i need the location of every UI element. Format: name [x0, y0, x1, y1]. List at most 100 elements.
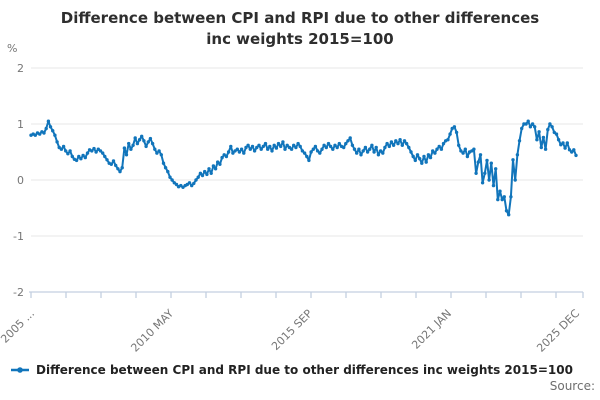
series-point[interactable] — [315, 149, 320, 153]
series-point[interactable] — [352, 147, 357, 151]
series-point[interactable] — [211, 164, 216, 168]
series-point[interactable] — [235, 147, 239, 151]
series-point[interactable] — [565, 141, 569, 145]
series-point[interactable] — [446, 138, 450, 142]
series-point[interactable] — [496, 197, 500, 202]
series-point[interactable] — [289, 147, 294, 151]
series-point[interactable] — [333, 143, 337, 147]
series-point[interactable] — [485, 158, 489, 163]
series-point[interactable] — [216, 160, 220, 164]
series-point[interactable] — [400, 143, 404, 147]
series-point[interactable] — [109, 162, 114, 166]
series-point[interactable] — [404, 141, 409, 146]
series-point[interactable] — [374, 145, 378, 150]
series-point[interactable] — [192, 181, 196, 186]
series-point[interactable] — [570, 150, 574, 154]
series-point[interactable] — [296, 141, 300, 146]
series-point[interactable] — [528, 125, 533, 129]
series-point[interactable] — [140, 134, 144, 138]
series-point[interactable] — [461, 151, 465, 155]
series-point[interactable] — [92, 146, 96, 151]
series-point[interactable] — [63, 149, 68, 153]
series-point[interactable] — [487, 178, 491, 182]
series-point[interactable] — [439, 147, 444, 151]
series-point[interactable] — [263, 141, 268, 146]
series-point[interactable] — [498, 189, 502, 193]
series-point[interactable] — [77, 154, 81, 159]
series-point[interactable] — [168, 175, 172, 179]
series-point[interactable] — [324, 145, 328, 150]
series-point[interactable] — [118, 169, 122, 174]
series-point[interactable] — [268, 144, 272, 149]
series-point[interactable] — [383, 145, 387, 150]
series-point[interactable] — [365, 150, 370, 154]
series-point[interactable] — [61, 144, 66, 149]
series-point[interactable] — [398, 138, 402, 142]
series-point[interactable] — [563, 146, 567, 150]
series-point[interactable] — [220, 155, 224, 160]
series-point[interactable] — [342, 145, 346, 150]
legend[interactable]: Difference between CPI and RPI due to ot… — [10, 363, 573, 377]
series-point[interactable] — [357, 147, 361, 151]
series-point[interactable] — [524, 122, 528, 126]
series-point[interactable] — [209, 171, 213, 175]
series-point[interactable] — [509, 195, 513, 199]
series-point[interactable] — [424, 160, 428, 164]
series-point[interactable] — [131, 143, 135, 147]
series-point[interactable] — [311, 147, 315, 151]
series-point[interactable] — [187, 181, 192, 185]
series-point[interactable] — [428, 155, 433, 160]
series-point[interactable] — [129, 147, 133, 151]
series-point[interactable] — [454, 130, 459, 135]
series-point[interactable] — [120, 166, 124, 170]
series-point[interactable] — [539, 145, 543, 150]
series-point[interactable] — [407, 145, 411, 150]
series-point[interactable] — [281, 140, 285, 144]
series-point[interactable] — [500, 197, 504, 202]
series-point[interactable] — [476, 160, 480, 164]
series-point[interactable] — [55, 140, 59, 144]
series-point[interactable] — [300, 149, 305, 153]
series-point[interactable] — [350, 143, 355, 147]
series-point[interactable] — [98, 149, 103, 153]
series-point[interactable] — [463, 147, 467, 151]
series-point[interactable] — [541, 135, 546, 140]
series-point[interactable] — [411, 154, 415, 159]
series-point[interactable] — [255, 145, 259, 150]
series-point[interactable] — [133, 136, 137, 140]
series-point[interactable] — [135, 141, 140, 146]
series-point[interactable] — [166, 169, 170, 174]
series-point[interactable] — [472, 147, 476, 151]
series-point[interactable] — [530, 122, 535, 126]
series-point[interactable] — [266, 147, 270, 151]
series-point[interactable] — [389, 140, 394, 144]
series-point[interactable] — [326, 141, 331, 146]
series-point[interactable] — [337, 141, 341, 146]
series-point[interactable] — [415, 153, 420, 157]
series-point[interactable] — [335, 145, 339, 150]
series-point[interactable] — [170, 178, 174, 182]
series-point[interactable] — [548, 122, 552, 126]
series-point[interactable] — [244, 145, 248, 150]
series-point[interactable] — [433, 151, 437, 155]
series-point[interactable] — [344, 141, 348, 146]
series-point[interactable] — [543, 147, 548, 151]
series-point[interactable] — [533, 125, 537, 129]
series-point[interactable] — [513, 178, 517, 182]
series-point[interactable] — [246, 143, 250, 147]
series-point[interactable] — [272, 143, 276, 147]
series-point[interactable] — [285, 143, 289, 147]
series-point[interactable] — [402, 139, 407, 143]
series-point[interactable] — [257, 143, 261, 147]
series-point[interactable] — [283, 147, 287, 151]
series-point[interactable] — [239, 147, 244, 151]
series-point[interactable] — [137, 138, 142, 142]
series-point[interactable] — [478, 153, 483, 157]
series-point[interactable] — [348, 136, 352, 140]
series-point[interactable] — [33, 133, 37, 137]
series-point[interactable] — [261, 144, 265, 149]
series-point[interactable] — [157, 149, 161, 153]
series-point[interactable] — [474, 171, 478, 175]
series-point[interactable] — [489, 161, 493, 165]
series-point[interactable] — [74, 158, 79, 163]
